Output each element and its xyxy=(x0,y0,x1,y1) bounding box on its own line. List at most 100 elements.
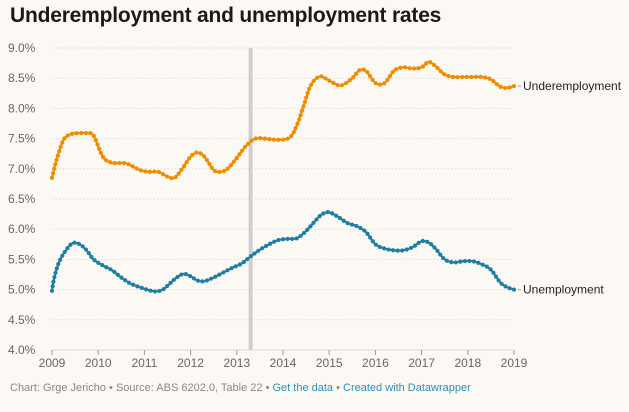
underemployment-point xyxy=(65,133,70,138)
underemployment-point xyxy=(95,142,100,147)
underemployment-point xyxy=(173,174,178,180)
underemployment-point xyxy=(271,137,277,142)
unemployment-point xyxy=(462,258,468,264)
unemployment-point xyxy=(435,248,440,254)
unemployment-point xyxy=(191,276,197,281)
underemployment-point xyxy=(121,160,127,166)
unemployment-point xyxy=(131,282,136,287)
unemployment-point xyxy=(264,243,269,249)
underemployment-point xyxy=(93,138,98,143)
underemployment-point xyxy=(57,149,62,154)
underemployment-point xyxy=(460,74,465,80)
underemployment-point xyxy=(498,84,503,89)
y-tick-label: 5.0% xyxy=(8,283,36,297)
underemployment-point xyxy=(478,74,483,79)
unemployment-point xyxy=(161,286,166,292)
unemployment-point xyxy=(404,247,409,252)
underemployment-point xyxy=(304,95,309,100)
underemployment-point xyxy=(351,75,356,80)
underemployment-point xyxy=(91,133,96,139)
unemployment-point xyxy=(480,262,485,267)
unemployment-point xyxy=(119,275,124,280)
unemployment-point xyxy=(349,222,355,227)
x-tick-label: 2018 xyxy=(454,356,481,370)
underemployment-point xyxy=(291,130,296,135)
unemployment-point xyxy=(429,242,434,247)
unemployment-point xyxy=(362,228,367,233)
underemployment-point xyxy=(354,71,359,76)
underemployment-point xyxy=(416,66,421,71)
underemployment-point xyxy=(130,164,135,169)
underemployment-point xyxy=(319,74,324,79)
unemployment-point xyxy=(308,224,313,229)
footer-source: Chart: Grge Jericho • Source: ABS 6202.0… xyxy=(10,382,273,394)
unemployment-point xyxy=(425,239,430,244)
underemployment-point xyxy=(225,166,230,171)
underemployment-point xyxy=(156,169,162,175)
unemployment-point xyxy=(241,259,246,265)
underemployment-point xyxy=(289,133,294,139)
unemployment-point xyxy=(507,286,512,291)
underemployment-point xyxy=(455,75,460,80)
underemployment-point xyxy=(464,74,469,80)
unemployment-point xyxy=(290,236,295,242)
unemployment-point xyxy=(395,248,400,253)
unemployment-point xyxy=(157,288,162,294)
unemployment-point xyxy=(333,213,339,218)
unemployment-point xyxy=(438,252,443,257)
y-tick-label: 9.0% xyxy=(8,41,36,55)
unemployment-point xyxy=(179,272,184,277)
unemployment-point xyxy=(183,272,188,277)
underemployment-point xyxy=(487,76,492,81)
unemployment-point xyxy=(68,242,73,247)
underemployment-point xyxy=(335,82,340,88)
unemployment-point xyxy=(391,248,396,253)
underemployment-point xyxy=(49,175,55,180)
unemployment-point xyxy=(83,247,89,252)
unemployment-point xyxy=(175,274,180,280)
underemployment-point xyxy=(194,150,199,155)
unemployment-point xyxy=(377,244,382,250)
get-data-link[interactable]: Get the data xyxy=(272,382,334,394)
underemployment-point xyxy=(179,167,184,172)
underemployment-point xyxy=(74,131,79,136)
underemployment-point xyxy=(428,60,433,65)
chart-title: Underemployment and unemployment rates xyxy=(10,4,442,27)
unemployment-point xyxy=(345,221,350,226)
unemployment-point xyxy=(86,251,91,256)
unemployment-point xyxy=(252,251,257,256)
underemployment-point xyxy=(83,130,88,136)
underemployment-point xyxy=(438,69,443,74)
unemployment-point xyxy=(467,258,472,264)
unemployment-point xyxy=(358,225,363,231)
underemployment-point xyxy=(331,80,336,86)
unemployment-point xyxy=(484,264,489,269)
underemployment-point xyxy=(55,153,60,158)
unemployment-point xyxy=(200,279,205,284)
underemployment-point xyxy=(494,82,499,87)
unemployment-point xyxy=(298,233,303,239)
unemployment-point xyxy=(311,220,316,225)
underemployment-point xyxy=(361,67,366,72)
unemployment-point xyxy=(56,261,61,267)
unemployment-point xyxy=(72,240,77,245)
unemployment-point xyxy=(449,259,454,265)
underemployment-point xyxy=(79,130,84,136)
datawrapper-link[interactable]: Created with Datawrapper xyxy=(343,382,471,394)
axis-layer: 9.0% 8.5% 8.0% 7.5% 7.0% 6.5% 6.0% 5.5% 5.0% 4.5%… xyxy=(8,41,528,370)
series-layer xyxy=(49,60,517,294)
unemployment-point xyxy=(51,279,56,284)
unemployment-point xyxy=(204,278,210,283)
underemployment-point xyxy=(502,85,508,91)
unemployment-point xyxy=(96,260,101,265)
unemployment-point xyxy=(237,262,243,267)
underemployment-point xyxy=(302,99,308,105)
y-tick-label: 8.5% xyxy=(8,71,36,85)
unemployment-point xyxy=(499,281,504,286)
underemployment-point xyxy=(161,172,166,177)
underemployment-point xyxy=(207,161,212,166)
unemployment-point xyxy=(126,280,132,285)
underemployment-point xyxy=(297,117,302,122)
underemployment-point xyxy=(209,165,214,170)
